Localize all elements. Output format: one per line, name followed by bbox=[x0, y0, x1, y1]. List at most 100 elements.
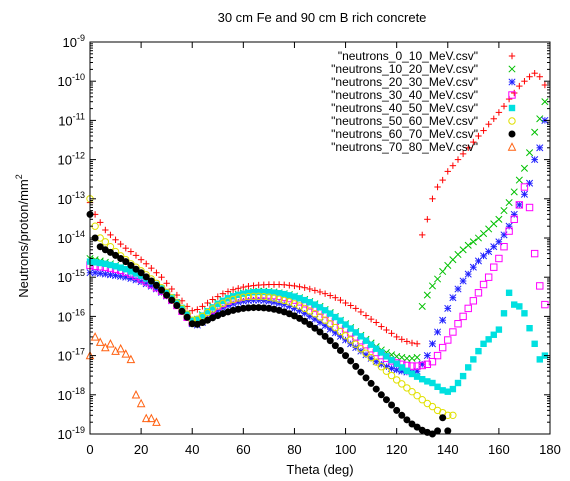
data-point bbox=[373, 319, 380, 326]
data-point bbox=[306, 285, 313, 293]
data-point bbox=[188, 320, 196, 328]
legend-label: "neutrons_60_70_MeV.csv" bbox=[331, 127, 478, 141]
data-point bbox=[521, 78, 528, 85]
data-point bbox=[136, 398, 146, 408]
data-point bbox=[515, 201, 523, 209]
data-point bbox=[239, 304, 247, 312]
legend-marker bbox=[507, 142, 517, 151]
data-point bbox=[500, 242, 508, 251]
x-tick-label: 20 bbox=[134, 442, 148, 457]
data-point bbox=[352, 340, 360, 348]
data-point bbox=[531, 69, 538, 77]
data-point bbox=[515, 176, 523, 184]
data-point bbox=[321, 307, 329, 314]
data-point bbox=[387, 371, 396, 380]
x-tick-label: 0 bbox=[86, 442, 93, 457]
data-point bbox=[326, 320, 334, 328]
data-point bbox=[270, 294, 278, 302]
data-point bbox=[530, 249, 539, 258]
data-point bbox=[316, 328, 324, 336]
data-point bbox=[403, 367, 411, 374]
data-point bbox=[433, 351, 442, 360]
data-point bbox=[183, 313, 191, 321]
data-point bbox=[327, 310, 334, 317]
data-point bbox=[520, 164, 528, 172]
data-point bbox=[352, 329, 359, 336]
data-point bbox=[255, 304, 263, 312]
data-point bbox=[536, 144, 544, 152]
data-point bbox=[116, 343, 125, 353]
data-point bbox=[505, 199, 513, 207]
data-point bbox=[469, 238, 477, 246]
legend-marker bbox=[508, 52, 516, 60]
data-point bbox=[434, 183, 441, 191]
data-point bbox=[373, 345, 380, 352]
data-point bbox=[163, 291, 171, 299]
data-point bbox=[464, 270, 472, 278]
data-point bbox=[449, 328, 457, 336]
data-point bbox=[413, 391, 421, 400]
data-point bbox=[500, 207, 508, 215]
data-point bbox=[398, 336, 405, 343]
data-point bbox=[189, 307, 196, 314]
data-point bbox=[536, 115, 544, 123]
data-point bbox=[536, 282, 544, 290]
data-point bbox=[423, 360, 432, 368]
data-point bbox=[199, 312, 206, 319]
data-point bbox=[408, 370, 416, 378]
data-point bbox=[122, 244, 129, 252]
data-point bbox=[321, 316, 329, 324]
data-point bbox=[505, 227, 513, 235]
y-tick-label: 10-12 bbox=[58, 151, 85, 168]
data-point bbox=[224, 288, 232, 295]
data-point bbox=[254, 292, 263, 301]
data-point bbox=[107, 261, 114, 269]
data-point bbox=[260, 288, 267, 296]
data-point bbox=[249, 292, 258, 301]
data-point bbox=[203, 308, 212, 317]
data-point bbox=[490, 263, 498, 271]
data-point bbox=[495, 109, 503, 116]
legend-marker bbox=[508, 104, 516, 112]
data-point bbox=[510, 215, 518, 223]
series-3 bbox=[86, 116, 549, 376]
data-point bbox=[516, 82, 523, 90]
data-point bbox=[316, 288, 324, 296]
legend-label: "neutrons_10_20_MeV.csv" bbox=[331, 62, 478, 76]
data-point bbox=[525, 203, 534, 212]
data-point bbox=[418, 395, 426, 404]
data-point bbox=[434, 328, 442, 336]
y-tick-label: 10-18 bbox=[58, 386, 85, 403]
data-point bbox=[480, 252, 488, 260]
data-point bbox=[244, 292, 253, 301]
data-point bbox=[321, 332, 329, 340]
data-point bbox=[178, 307, 186, 315]
legend-label: "neutrons_40_50_MeV.csv" bbox=[331, 101, 478, 115]
data-point bbox=[459, 277, 467, 285]
data-point bbox=[341, 332, 350, 340]
data-point bbox=[214, 300, 221, 307]
data-point bbox=[490, 115, 497, 122]
data-point bbox=[239, 293, 248, 301]
legend-label: "neutrons_0_10_MeV.csv" bbox=[338, 49, 478, 63]
data-point bbox=[296, 314, 304, 322]
data-point bbox=[424, 216, 431, 223]
data-point bbox=[127, 268, 135, 275]
data-point bbox=[382, 396, 390, 404]
legend-marker bbox=[508, 78, 516, 86]
data-point bbox=[127, 261, 135, 269]
y-tick-label: 10-15 bbox=[58, 268, 85, 285]
data-point bbox=[403, 416, 411, 424]
data-point bbox=[265, 293, 273, 301]
axes: 0 20 40 60 80 100 120 140 160 180 10-9 10-10 10-11 10… bbox=[58, 33, 561, 457]
x-tick-label: 80 bbox=[287, 442, 301, 457]
data-point bbox=[235, 285, 242, 292]
data-point bbox=[408, 339, 416, 347]
data-point bbox=[296, 295, 303, 302]
data-point bbox=[234, 294, 242, 302]
data-point bbox=[291, 282, 298, 290]
data-point bbox=[362, 337, 370, 344]
data-point bbox=[347, 325, 354, 332]
data-point bbox=[531, 128, 539, 136]
